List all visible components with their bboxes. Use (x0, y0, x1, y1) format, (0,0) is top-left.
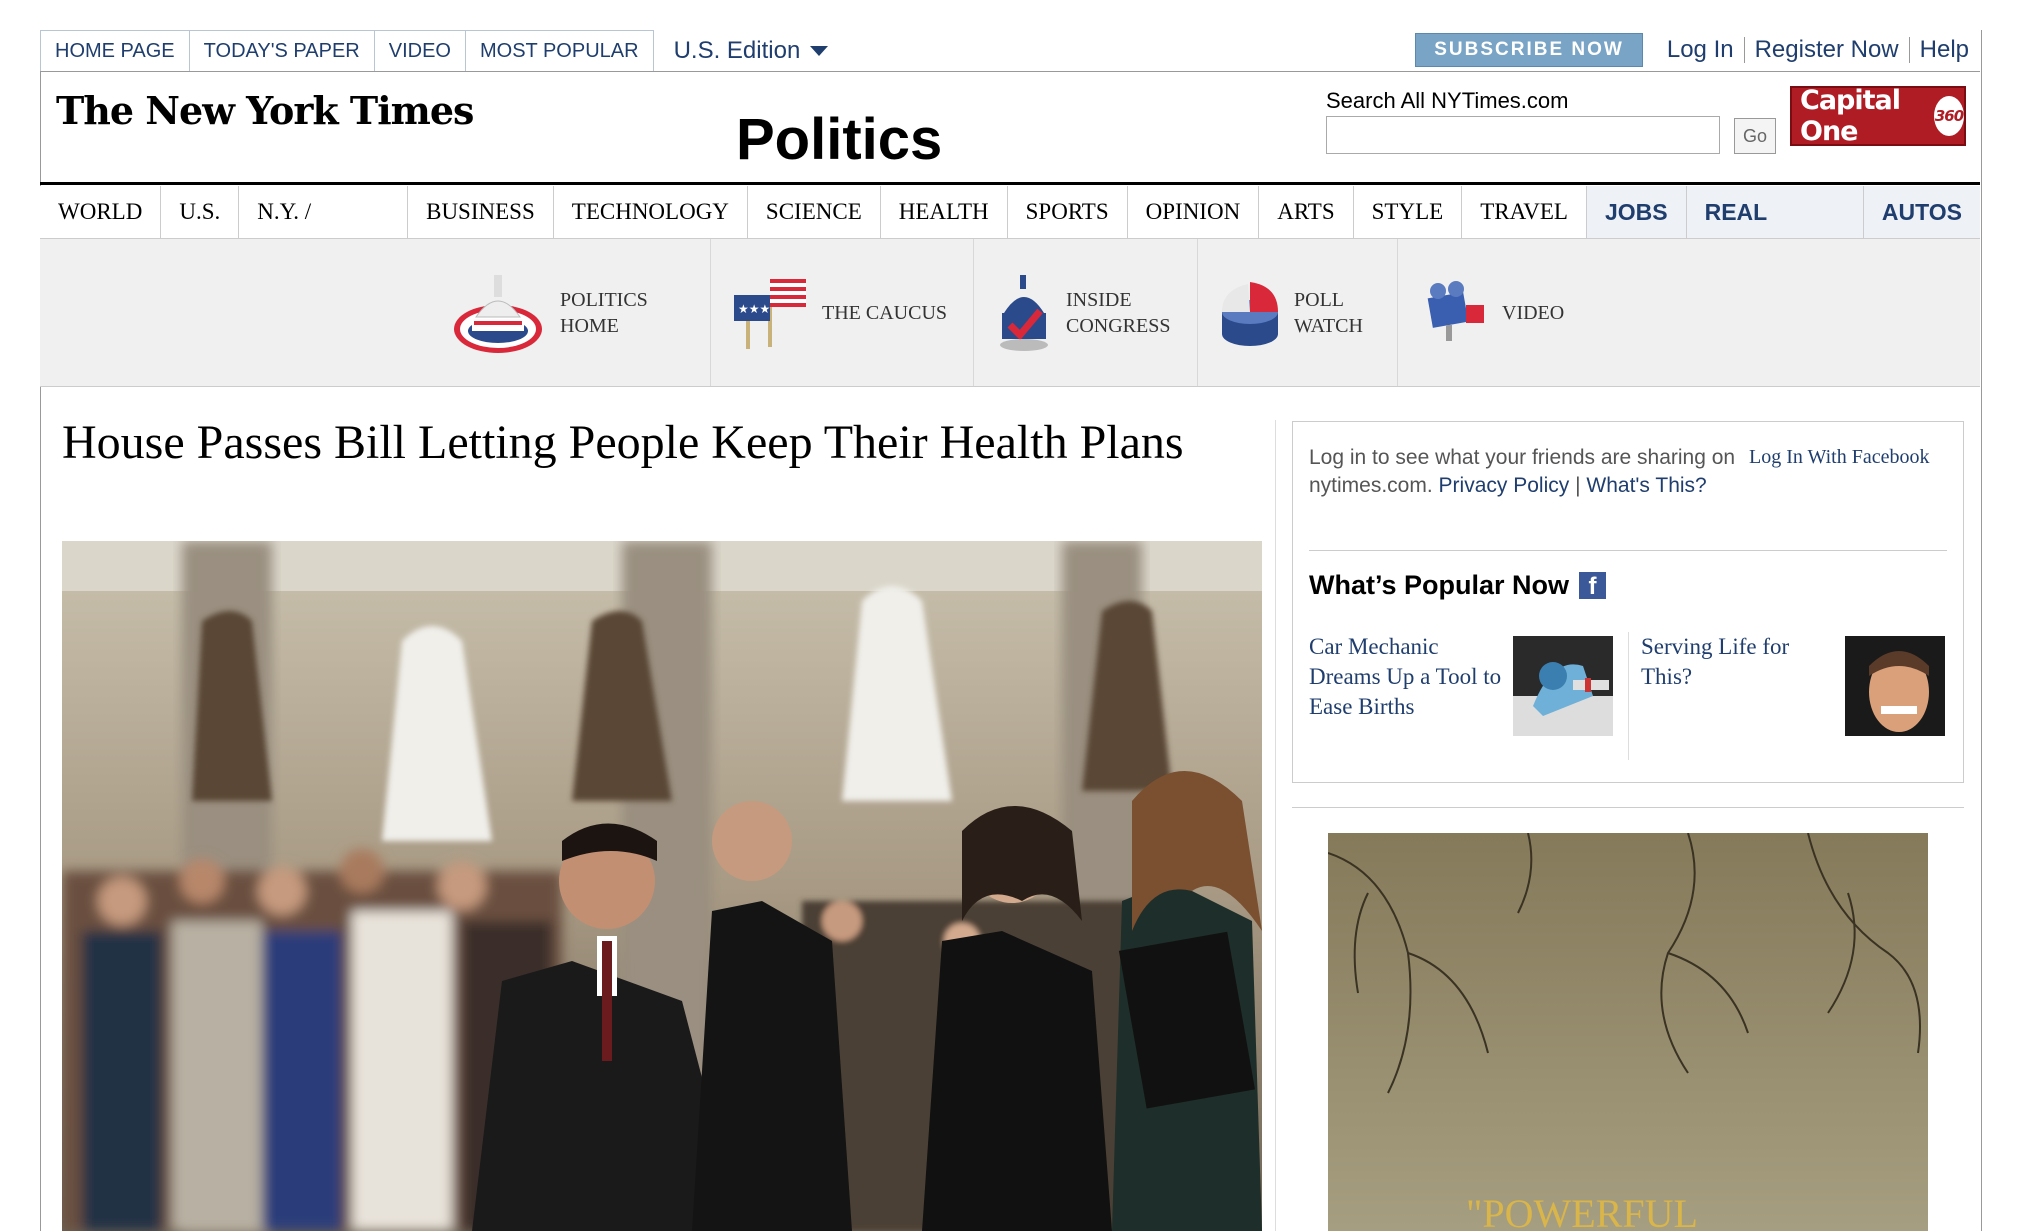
edition-selector[interactable]: U.S. Edition (674, 30, 829, 72)
top-nav-home-page[interactable]: HOME PAGE (41, 31, 190, 71)
book-ad-illustration: "POWERFUL (1328, 833, 1928, 1231)
top-nav-todays-paper[interactable]: TODAY'S PAPER (190, 31, 375, 71)
congress-check-icon (996, 273, 1052, 353)
nav-us[interactable]: U.S. (161, 186, 240, 238)
popular-item-thumbnail[interactable] (1845, 636, 1945, 736)
page-title: Politics (736, 107, 943, 172)
link-separator: | (1575, 474, 1581, 497)
right-column-separator (1292, 807, 1964, 808)
login-link[interactable]: Log In (1666, 36, 1734, 63)
subnav-poll-watch[interactable]: POLL WATCH (1198, 239, 1398, 386)
subnav-inside-congress[interactable]: INSIDE CONGRESS (974, 239, 1198, 386)
svg-text:★★★: ★★★ (738, 302, 770, 316)
poll-chart-icon (1220, 278, 1280, 348)
subnav-label: THE CAUCUS (822, 301, 948, 324)
subnav-video[interactable]: VIDEO (1398, 239, 1578, 386)
subnav-label-line2: HOME (560, 314, 619, 337)
subnav-label-line2: CONGRESS (1066, 314, 1171, 337)
popular-now-label: What’s Popular Now (1309, 570, 1570, 600)
ad-360-badge: 360 (1934, 96, 1964, 136)
account-bar: SUBSCRIBE NOW Log In Register Now Help (1415, 30, 1979, 70)
article-photo[interactable] (62, 541, 1262, 1231)
top-nav-most-popular[interactable]: MOST POPULAR (480, 40, 639, 62)
privacy-policy-link[interactable]: Privacy Policy (1438, 474, 1570, 497)
nav-technology[interactable]: TECHNOLOGY (554, 186, 748, 238)
popular-item-title[interactable]: Serving Life for This? (1641, 634, 1790, 689)
book-ad[interactable]: "POWERFUL (1328, 833, 1928, 1231)
social-separator (1309, 550, 1947, 551)
subnav-label-line2: WATCH (1294, 314, 1363, 337)
masthead-top-border (40, 71, 1980, 72)
caret-down-icon (810, 46, 829, 56)
page-frame (40, 30, 1982, 1231)
search-label: Search All NYTimes.com (1326, 88, 1569, 113)
subnav-politics-home[interactable]: POLITICS HOME (450, 239, 711, 386)
search-input[interactable] (1326, 116, 1720, 154)
help-link[interactable]: Help (1908, 37, 1979, 63)
nav-ny-region[interactable]: N.Y. / REGION (239, 186, 409, 276)
right-column-divider (1275, 420, 1276, 1231)
nav-style[interactable]: STYLE (1354, 186, 1463, 238)
flags-icon: ★★★ (732, 275, 808, 351)
popular-now-title: What’s Popular Now f (1309, 570, 1607, 601)
nav-travel[interactable]: TRAVEL (1462, 186, 1587, 238)
subnav-label: VIDEO (1502, 301, 1565, 324)
nav-real-estate[interactable]: REAL ESTATE (1686, 186, 1864, 277)
facebook-login-link[interactable]: Log In With Facebook (1749, 446, 1930, 468)
nav-sports[interactable]: SPORTS (1008, 186, 1128, 238)
subnav-label-line1: INSIDE (1066, 288, 1132, 311)
politics-subnav: POLITICS HOME ★★★ THE CAUCUS (40, 239, 1980, 387)
popular-item-thumbnail[interactable] (1513, 636, 1613, 736)
ad-brand-text: Capital One (1800, 85, 1901, 147)
main-nav: WORLD U.S. N.Y. / REGION BUSINESS TECHNO… (40, 186, 1980, 277)
article-photo-illustration (62, 541, 1262, 1231)
nav-world[interactable]: WORLD (40, 186, 162, 238)
edition-label: U.S. Edition (673, 37, 801, 64)
search-go-button[interactable]: Go (1734, 118, 1776, 154)
article-headline[interactable]: House Passes Bill Letting People Keep Th… (62, 416, 1184, 469)
top-nav-video[interactable]: VIDEO (375, 31, 466, 71)
whats-this-link[interactable]: What's This? (1586, 474, 1707, 497)
social-prompt-text: Log in to see what your friends are shar… (1309, 446, 1736, 497)
social-login-prompt: Log in to see what your friends are shar… (1309, 444, 1739, 500)
facebook-icon: f (1579, 572, 1607, 600)
capitol-dome-icon (450, 265, 546, 361)
subnav-the-caucus[interactable]: ★★★ THE CAUCUS (710, 239, 974, 386)
nav-health[interactable]: HEALTH (881, 186, 1008, 238)
top-nav: HOME PAGE TODAY'S PAPER VIDEO MOST POPUL… (40, 30, 654, 72)
top-utility-bar: HOME PAGE TODAY'S PAPER VIDEO MOST POPUL… (40, 30, 829, 72)
main-nav-top-rule (40, 182, 1980, 185)
nav-jobs[interactable]: JOBS (1586, 186, 1687, 238)
capital-one-ad[interactable]: Capital One 360 (1790, 85, 1966, 147)
nav-autos[interactable]: AUTOS (1863, 186, 1980, 238)
popular-items-separator (1628, 632, 1629, 760)
video-camera-icon (1426, 280, 1488, 345)
nav-science[interactable]: SCIENCE (748, 186, 881, 238)
nav-arts[interactable]: ARTS (1259, 186, 1354, 238)
register-link[interactable]: Register Now (1743, 37, 1909, 63)
nyt-logo[interactable]: The New York Times (56, 88, 474, 133)
nav-business[interactable]: BUSINESS (408, 186, 554, 238)
social-box: Log in to see what your friends are shar… (1292, 421, 1964, 783)
subnav-label-line1: POLL (1294, 288, 1344, 311)
subscribe-button[interactable]: SUBSCRIBE NOW (1415, 33, 1643, 67)
subnav-label-line1: POLITICS (560, 288, 648, 311)
popular-item-title[interactable]: Car Mechanic Dreams Up a Tool to Ease Bi… (1309, 634, 1502, 719)
nav-opinion[interactable]: OPINION (1128, 186, 1260, 238)
ad-text: "POWERFUL (1466, 1191, 1698, 1231)
